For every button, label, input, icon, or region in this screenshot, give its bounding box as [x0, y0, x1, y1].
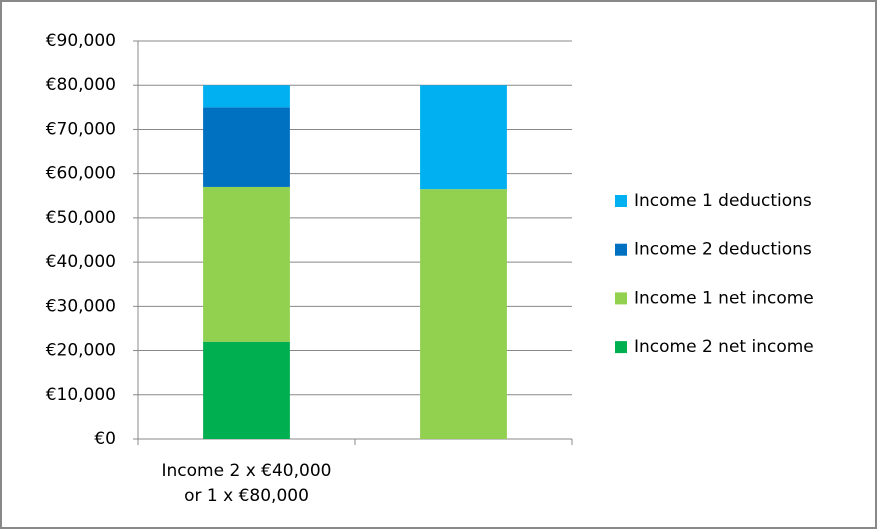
y-tick-label: €80,000 [46, 75, 116, 95]
x-tick-label: Income 2 x €40,000 or 1 x €80,000 [161, 461, 332, 506]
y-tick-label: €90,000 [46, 31, 116, 51]
legend-swatch [615, 195, 627, 207]
y-tick-label: €50,000 [46, 208, 116, 228]
y-tick-label: €30,000 [46, 296, 116, 316]
legend-label: Income 1 net income [634, 288, 814, 308]
legend-swatch [615, 243, 627, 256]
bar-segment [420, 189, 507, 439]
bar-segment [203, 107, 290, 187]
bar-segment [203, 341, 290, 439]
legend-swatch [615, 341, 627, 354]
bar-segment [203, 186, 290, 342]
y-tick-label: €10,000 [46, 385, 116, 405]
legend-label: Income 2 net income [634, 337, 814, 357]
y-tick-label: €70,000 [46, 119, 116, 139]
legend-swatch [615, 292, 627, 305]
y-tick-label: €40,000 [46, 252, 116, 272]
legend-label: Income 1 deductions [634, 191, 812, 211]
bar-segment [420, 85, 507, 190]
y-tick-label: €60,000 [46, 164, 116, 184]
y-tick-label: €0 [94, 429, 116, 449]
y-tick-label: €20,000 [46, 341, 116, 361]
bar-segment [203, 85, 290, 108]
legend-label: Income 2 deductions [634, 240, 812, 260]
